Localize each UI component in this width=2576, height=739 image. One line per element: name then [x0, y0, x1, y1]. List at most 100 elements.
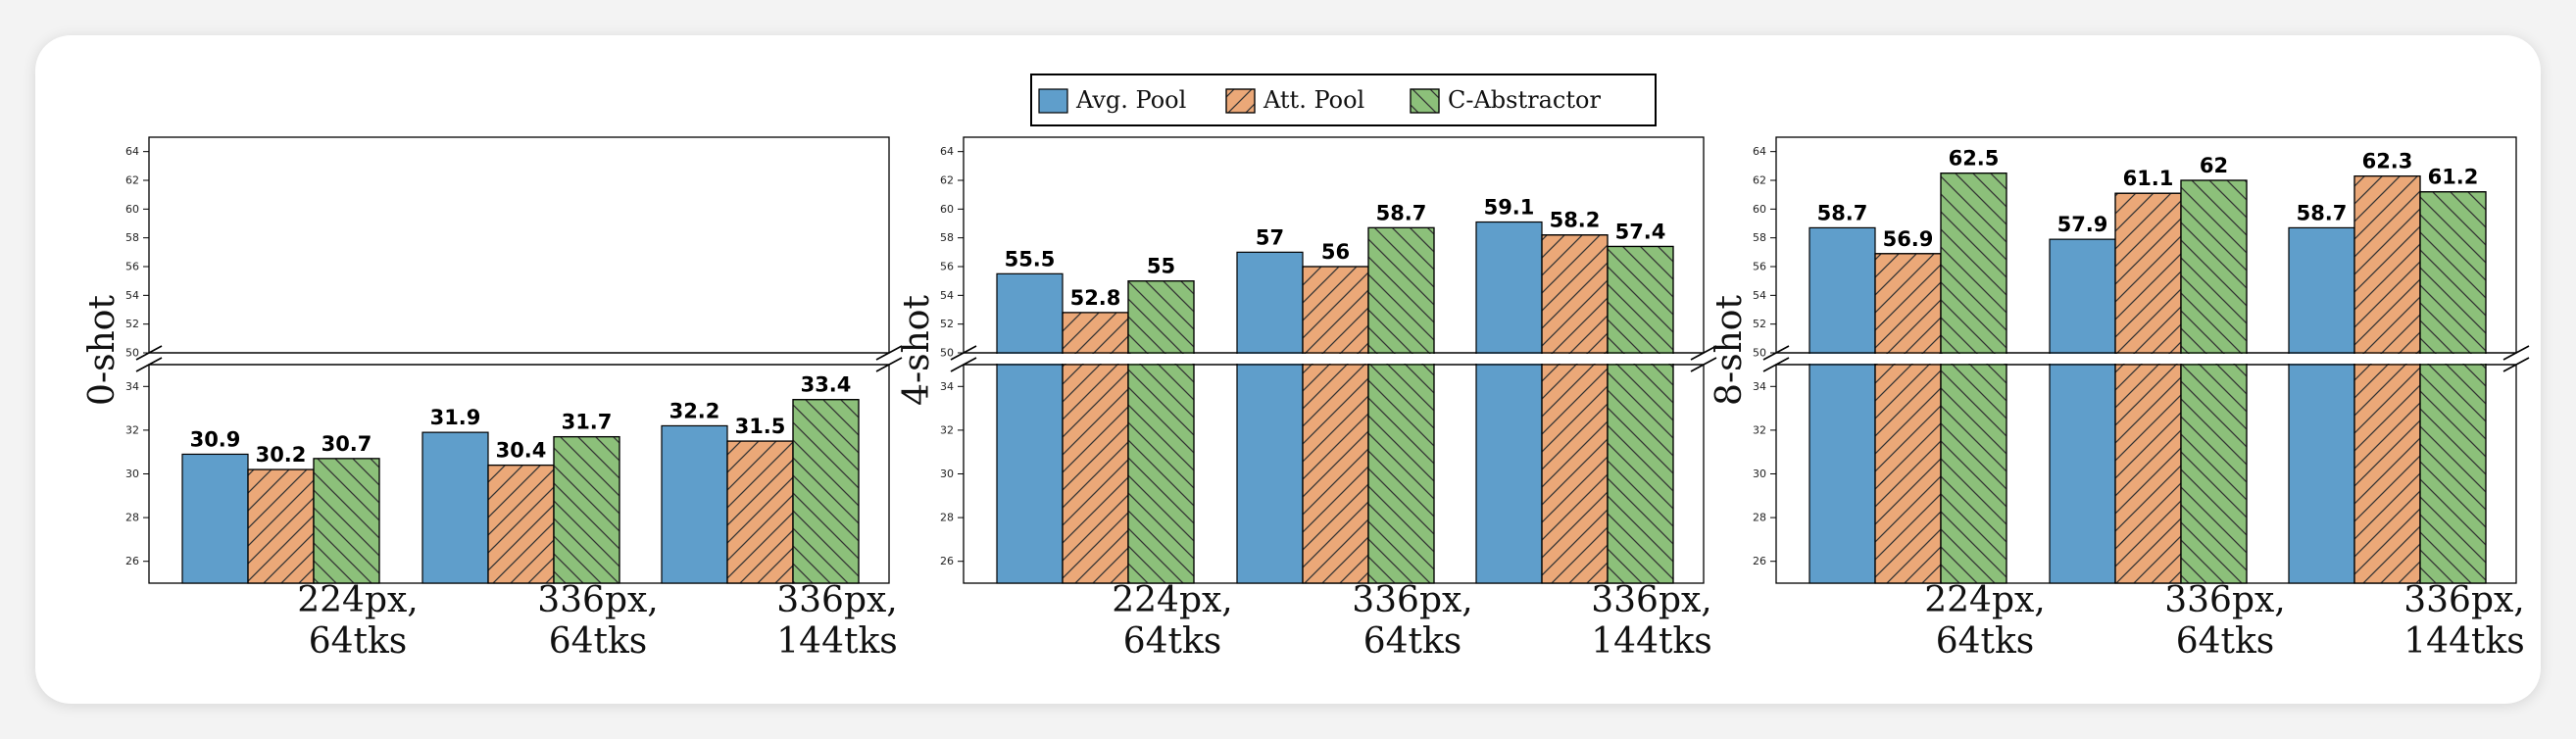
bar: [1236, 251, 1304, 584]
y-axis-label: 0-shot: [82, 295, 123, 406]
y-tick-label: 50: [940, 347, 954, 360]
y-tick-label: 58: [940, 231, 954, 244]
chart-panel-8-shot: 50 52 54 56 58 60 62 64 26 28 30 32 348-shot 58.7 57.9…: [1709, 136, 2530, 662]
axis-break-gap: [1774, 354, 2518, 364]
y-tick-label: 30: [1753, 468, 1766, 480]
bar-hatch: [553, 435, 620, 584]
bar-value-label: 57: [1256, 225, 1284, 249]
bar-value-label: 32.2: [669, 399, 720, 422]
break-mark: [1690, 345, 1717, 361]
bar-avg-pool: [996, 272, 1064, 584]
axis-break-gap: [962, 354, 1706, 364]
y-tick-label: 50: [125, 347, 139, 360]
bar-c-abstractor: [792, 399, 860, 584]
bar-hatch: [2114, 192, 2182, 584]
y-tick-label: 60: [1753, 203, 1766, 216]
bar-chart-figure: Avg. Pool Att. Pool C-Abstractor 505254565…: [82, 74, 2530, 662]
break-mark: [950, 345, 977, 361]
bar-value-label: 58.7: [1817, 201, 1868, 224]
break-mark: [2502, 357, 2530, 372]
break-mark: [950, 357, 977, 372]
chart-panel-4-shot: 50 52 54 56 58 60 62 64 26 28 30 32 344-shot 55.5 57 59…: [897, 136, 1717, 662]
bar-avg-pool: [661, 424, 728, 584]
x-category-label: 224px, 64tks: [1112, 580, 1233, 662]
bar-value-label: 33.4: [801, 373, 852, 397]
break-mark: [135, 357, 163, 372]
y-tick-label: 26: [1753, 555, 1766, 567]
x-category-label: 336px, 144tks: [2403, 580, 2525, 662]
bar-att-pool: [1302, 266, 1369, 584]
bar-value-label: 57.9: [2057, 213, 2108, 236]
legend: Avg. Pool Att. Pool C-Abstractor: [1030, 74, 1657, 126]
y-tick-label: 30: [940, 468, 954, 480]
y-tick-label: 28: [940, 512, 954, 524]
bar-value-label: 30.9: [190, 427, 241, 451]
bar-avg-pool: [2049, 238, 2116, 584]
y-tick-label: 34: [1753, 380, 1766, 393]
bar-hatch: [1127, 280, 1195, 584]
break-mark: [1762, 357, 1790, 372]
bar-att-pool: [487, 464, 555, 584]
x-category-label: 336px, 64tks: [1352, 580, 1473, 662]
bar-value-label: 58.7: [1376, 201, 1427, 224]
break-mark: [135, 345, 163, 361]
bar: [996, 272, 1064, 584]
y-tick-label: 62: [940, 174, 954, 187]
legend-box: [1030, 74, 1657, 126]
bar-avg-pool: [1808, 226, 1876, 584]
break-mark: [1762, 345, 1790, 361]
bar-value-label: 30.4: [496, 439, 547, 463]
bar-avg-pool: [1236, 251, 1304, 584]
bar-value-label: 58.2: [1550, 209, 1601, 232]
figure-card: Avg. Pool Att. Pool C-Abstractor 50 52 54 56 5…: [35, 35, 2541, 704]
legend-swatch-hatch: [1410, 88, 1440, 114]
x-category-label: 336px, 144tks: [1591, 580, 1712, 662]
bar-hatch: [1940, 172, 2007, 584]
y-tick-label: 54: [125, 289, 139, 302]
bar-att-pool: [1541, 234, 1609, 584]
bar-c-abstractor: [1367, 226, 1435, 584]
bar-value-label: 55: [1147, 255, 1175, 278]
bar-att-pool: [2353, 175, 2421, 584]
bar: [421, 431, 489, 584]
x-category-label: 224px, 64tks: [1924, 580, 2046, 662]
axis-break-gap: [147, 354, 891, 364]
bar-c-abstractor: [2180, 179, 2248, 584]
bar: [661, 424, 728, 584]
y-tick-label: 26: [940, 555, 954, 567]
bar-value-label: 62: [2200, 154, 2228, 177]
bar-hatch: [1607, 245, 1674, 584]
x-category-label: 336px, 64tks: [537, 580, 659, 662]
x-category-label: 336px, 144tks: [776, 580, 898, 662]
bar: [181, 453, 249, 584]
y-tick-label: 62: [1753, 174, 1766, 187]
bar-hatch: [1367, 226, 1435, 584]
bar-value-label: 61.1: [2123, 167, 2174, 190]
y-tick-label: 64: [1753, 145, 1766, 158]
y-axis-label: 4-shot: [897, 295, 937, 406]
legend-label: C-Abstractor: [1448, 86, 1601, 114]
bar: [2288, 226, 2355, 584]
bar-att-pool: [2114, 192, 2182, 584]
y-tick-label: 28: [1753, 512, 1766, 524]
bar-att-pool: [726, 440, 794, 584]
bar-avg-pool: [1475, 221, 1543, 584]
y-tick-label: 54: [1753, 289, 1766, 302]
y-tick-label: 56: [940, 261, 954, 273]
axes-upper-frame: [148, 136, 890, 354]
bar-hatch: [792, 399, 860, 584]
bar-c-abstractor: [1127, 280, 1195, 584]
bar-value-label: 61.2: [2428, 166, 2479, 189]
y-tick-label: 62: [125, 174, 139, 187]
bar-hatch: [2419, 191, 2487, 584]
legend-swatch: [1038, 88, 1068, 114]
legend-swatch-hatch: [1225, 88, 1256, 114]
bar-att-pool: [247, 468, 315, 584]
bar-c-abstractor: [313, 458, 380, 584]
bar-att-pool: [1874, 253, 1942, 584]
bar-c-abstractor: [553, 435, 620, 584]
bar-value-label: 57.4: [1615, 220, 1666, 243]
y-tick-label: 50: [1753, 347, 1766, 360]
bar-hatch: [487, 464, 555, 584]
legend-label: Att. Pool: [1263, 86, 1364, 114]
